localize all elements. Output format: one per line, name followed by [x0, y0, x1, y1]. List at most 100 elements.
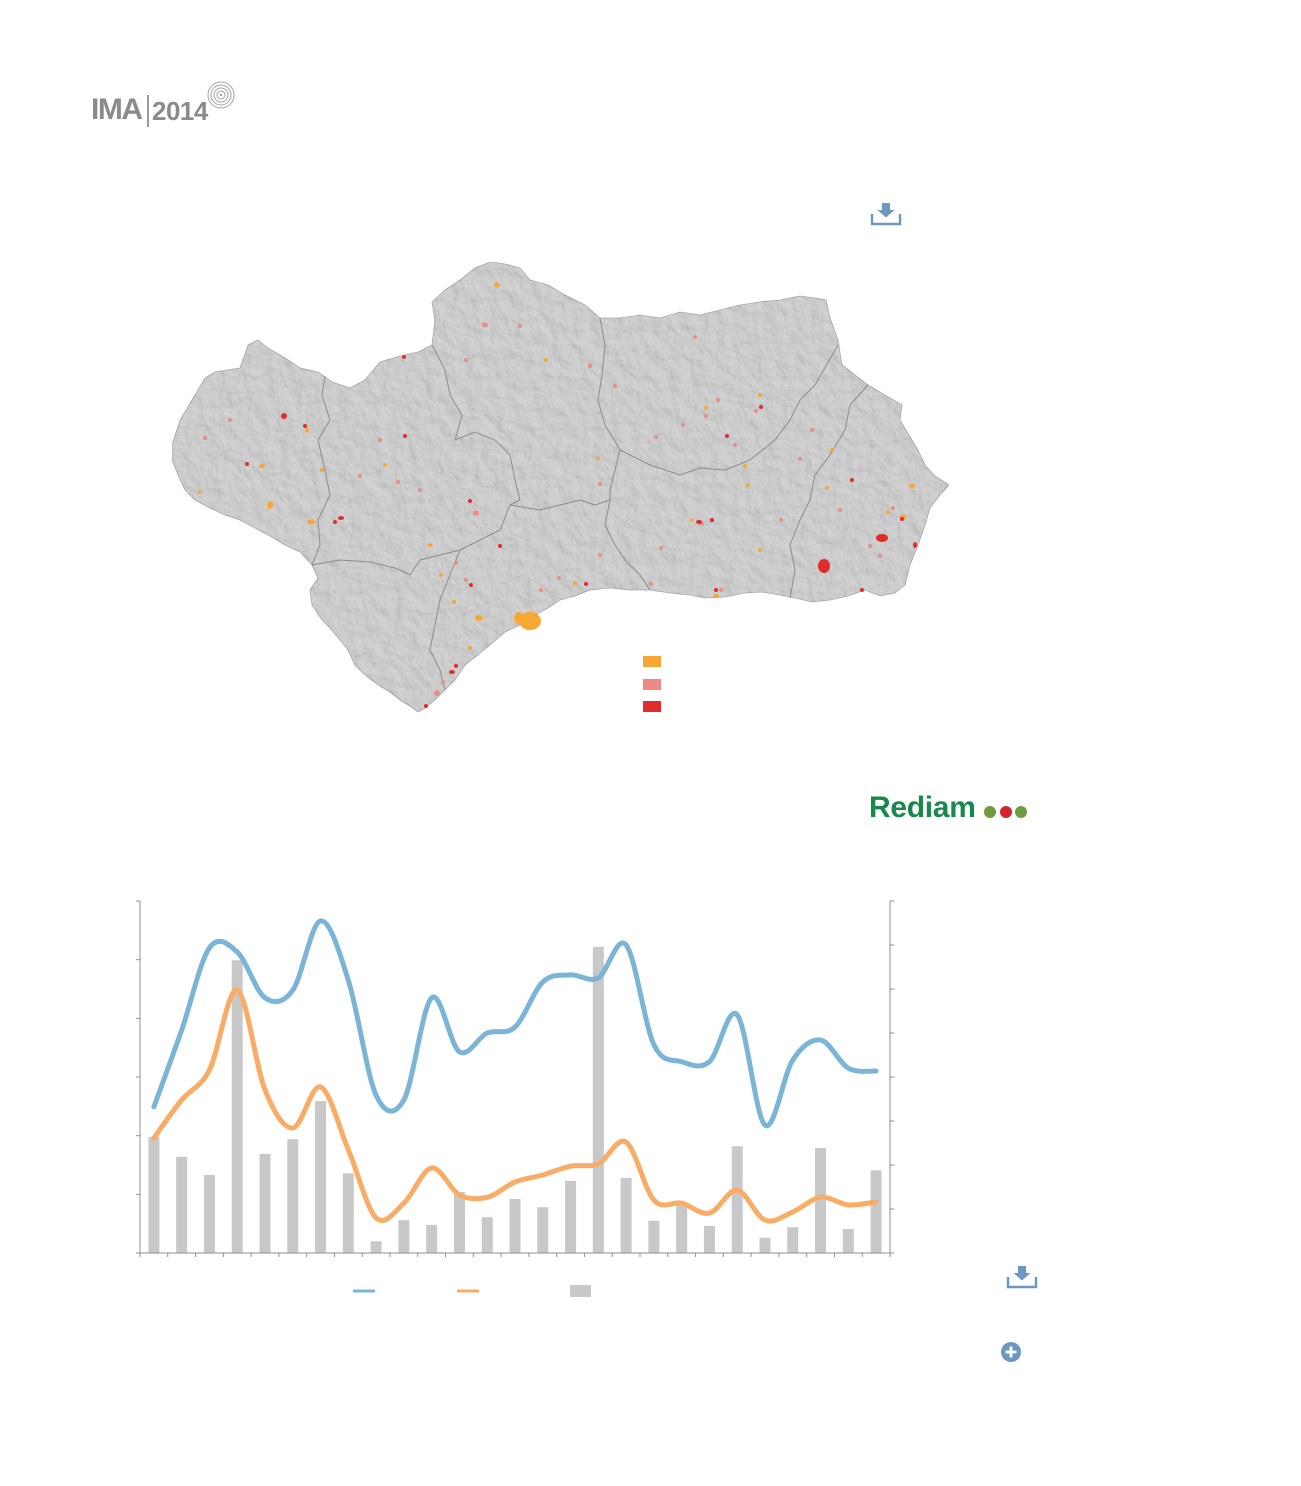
map-feature-pink — [719, 588, 723, 592]
bar — [481, 1217, 493, 1253]
map-feature-red — [876, 534, 888, 542]
map-feature-red — [338, 516, 344, 520]
map-feature-red — [850, 478, 854, 482]
map-feature-orange — [825, 486, 829, 490]
map-feature-orange — [758, 548, 762, 552]
province-border — [431, 344, 521, 506]
download-icon[interactable] — [1006, 1265, 1038, 1290]
map-feature-orange — [427, 543, 433, 547]
map-feature-red — [696, 520, 702, 524]
map-feature-orange — [320, 468, 324, 472]
map-feature-orange — [259, 464, 265, 468]
rediam-dot — [1015, 806, 1027, 818]
map-feature-pink — [454, 561, 458, 565]
province-border — [597, 317, 621, 500]
map-feature-red — [449, 670, 455, 674]
map-feature-red — [454, 664, 458, 668]
bar — [231, 960, 243, 1253]
map-feature-pink — [464, 358, 468, 362]
province-border — [311, 375, 331, 566]
map-feature-pink — [649, 582, 653, 586]
bar — [676, 1204, 688, 1253]
map-feature-red — [913, 542, 917, 548]
bar — [620, 1177, 632, 1253]
map-feature-red — [468, 499, 472, 503]
map-feature-pink — [838, 508, 842, 512]
map-feature-orange — [519, 612, 541, 630]
bar — [398, 1220, 410, 1253]
map-feature-pink — [418, 488, 422, 492]
bar — [509, 1199, 521, 1253]
andalusia-land — [171, 261, 950, 713]
province-border — [789, 384, 869, 599]
rediam-logo-text: Rediam — [869, 791, 976, 824]
logo-divider — [147, 95, 149, 127]
map-feature-pink — [203, 436, 207, 440]
map-feature-orange — [514, 612, 524, 624]
map-feature-pink — [779, 518, 783, 522]
province-border — [429, 549, 461, 691]
bar — [787, 1227, 799, 1253]
map-feature-orange — [494, 282, 500, 288]
map-feature-orange — [596, 456, 600, 460]
map-feature-orange — [452, 600, 456, 604]
map-feature-orange — [713, 594, 719, 598]
map-feature-orange — [307, 519, 315, 525]
map-feature-pink — [396, 480, 400, 484]
province-border — [604, 499, 651, 591]
bar — [648, 1220, 660, 1253]
map-feature-red — [403, 434, 407, 438]
map-feature-orange — [475, 615, 483, 621]
province-border — [619, 344, 839, 476]
bar — [592, 946, 604, 1253]
plus-circle-icon[interactable] — [1000, 1341, 1022, 1363]
map-feature-pink — [358, 474, 362, 478]
map-feature-pink — [754, 409, 758, 413]
map-feature-red — [498, 544, 502, 548]
bar — [759, 1237, 771, 1253]
bar — [537, 1207, 549, 1253]
map-feature-pink — [681, 423, 685, 427]
map-feature-pink — [716, 398, 720, 402]
bar-series — [148, 946, 882, 1253]
map-feature-red — [402, 355, 406, 359]
map-feature-red — [818, 559, 830, 573]
map-feature-orange — [909, 483, 915, 489]
map-feature-orange — [746, 483, 750, 487]
bar — [259, 1153, 271, 1253]
map-feature-red — [714, 588, 718, 592]
legend-swatch-bar — [570, 1285, 591, 1297]
bar — [176, 1156, 188, 1253]
bar — [815, 1147, 827, 1253]
map-feature-pink — [598, 482, 602, 486]
rediam-logo-dots — [984, 806, 1027, 818]
rediam-dot — [1000, 806, 1012, 818]
map-feature-pink — [464, 578, 468, 582]
map-feature-red — [245, 462, 249, 466]
blue-line-series — [151, 918, 879, 1128]
download-icon[interactable] — [870, 202, 902, 227]
map-feature-red — [424, 704, 428, 708]
bar — [148, 1136, 160, 1253]
bar — [731, 1146, 743, 1253]
map-feature-orange — [743, 464, 747, 468]
chart-legend — [353, 1285, 591, 1297]
map-feature-orange — [198, 490, 202, 494]
map-feature-red — [900, 517, 904, 521]
bar — [703, 1226, 715, 1253]
bar — [203, 1174, 215, 1253]
map-feature-pink — [482, 322, 488, 328]
province-border — [311, 549, 461, 576]
map-feature-orange — [305, 427, 309, 433]
orange-line-series — [151, 987, 879, 1224]
map-feature-pink — [441, 680, 445, 684]
combo-chart — [136, 900, 894, 1297]
map-feature-pink — [693, 335, 697, 339]
bar — [453, 1191, 465, 1253]
map-feature-orange — [383, 463, 387, 467]
map-legend-swatch-red — [643, 701, 661, 712]
bar — [565, 1180, 577, 1253]
map-feature-pink — [539, 588, 543, 592]
map-feature-pink — [810, 428, 814, 432]
bar — [287, 1139, 299, 1253]
